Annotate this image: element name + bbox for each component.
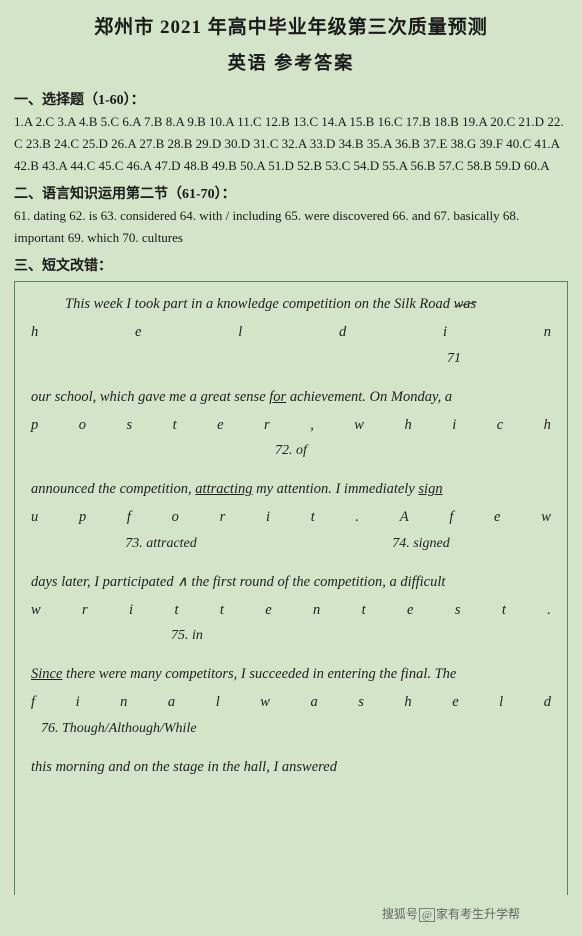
essay-spaced-row-1: heldin xyxy=(31,322,551,344)
essay-underline-since: Since xyxy=(31,666,62,682)
essay-line-6: this morning and on the stage in the hal… xyxy=(31,757,551,779)
essay-spaced-char: a xyxy=(168,692,175,714)
essay-spaced-char: f xyxy=(127,507,131,529)
essay-spaced-char: w xyxy=(354,415,364,437)
essay-spaced-char: f xyxy=(449,507,453,529)
essay-spaced-char: . xyxy=(547,600,551,622)
fill-blank-answers: 61. dating 62. is 63. considered 64. wit… xyxy=(14,205,568,249)
essay-spaced-char: d xyxy=(544,692,551,714)
essay-underline-sign: sign xyxy=(418,481,442,497)
essay-spaced-row-2: p o s t e r, w h i c h xyxy=(31,415,551,437)
essay-spaced-char: e xyxy=(494,507,500,529)
essay-text: achievement. On Monday, a xyxy=(286,389,452,405)
essay-spaced-char: d xyxy=(339,322,346,344)
essay-spaced-char: t xyxy=(220,600,224,622)
essay-spaced-char: p xyxy=(79,507,86,529)
essay-spaced-char: h xyxy=(404,415,411,437)
section-2-heading: 二、语言知识运用第二节（61-70）： xyxy=(14,183,568,203)
essay-text: announced the competition, xyxy=(31,481,195,497)
essay-text: This week I took part in a knowledge com… xyxy=(65,296,450,312)
essay-line-3: announced the competition, attracting my… xyxy=(31,479,551,501)
essay-spaced-char: s xyxy=(358,692,364,714)
essay-line-2: our school, which gave me a great sense … xyxy=(31,387,551,409)
essay-spaced-char: t xyxy=(362,600,366,622)
essay-spaced-char: l xyxy=(499,692,503,714)
essay-line-4: days later, I participated ∧ the first r… xyxy=(31,572,551,594)
essay-spaced-char: w xyxy=(31,600,41,622)
essay-spaced-char: h xyxy=(544,415,551,437)
essay-spaced-char: e xyxy=(407,600,413,622)
correction-72: 72. of xyxy=(31,440,551,461)
essay-spaced-char: s xyxy=(126,415,132,437)
essay-spaced-char: h xyxy=(31,322,38,344)
watermark-text-b: 家有考生升学帮 xyxy=(436,907,520,921)
essay-spaced-char: s xyxy=(455,600,461,622)
multiple-choice-answers: 1.A 2.C 3.A 4.B 5.C 6.A 7.B 8.A 9.B 10.A… xyxy=(14,111,568,177)
essay-spaced-char: p xyxy=(31,415,38,437)
essay-underline-attracting: attracting xyxy=(195,481,252,497)
section-1-heading: 一、选择题（1-60）： xyxy=(14,89,568,109)
essay-spaced-char: i xyxy=(452,415,456,437)
essay-spaced-row-4: w r i t t e n t e s t. xyxy=(31,600,551,622)
essay-spaced-char: l xyxy=(216,692,220,714)
essay-spaced-char: f xyxy=(31,692,35,714)
essay-spaced-char: o xyxy=(172,507,179,529)
correction-73: 73. attracted xyxy=(31,533,291,554)
essay-text: my attention. I immediately xyxy=(253,481,419,497)
essay-strikethrough: was xyxy=(454,296,477,312)
essay-spaced-char: h xyxy=(404,692,411,714)
essay-spaced-char: n xyxy=(544,322,551,344)
essay-spaced-char: , xyxy=(310,415,314,437)
essay-spaced-char: t xyxy=(174,600,178,622)
essay-spaced-row-5: finalwasheld xyxy=(31,692,551,714)
essay-spaced-char: w xyxy=(260,692,270,714)
essay-spaced-char: c xyxy=(497,415,503,437)
watermark-text-a: 搜狐号 xyxy=(382,907,418,921)
watermark: 搜狐号@家有考生升学帮 xyxy=(382,905,520,922)
essay-spaced-char: r xyxy=(264,415,270,437)
essay-spaced-char: a xyxy=(310,692,317,714)
essay-spaced-char: w xyxy=(541,507,551,529)
essay-line-1: This week I took part in a knowledge com… xyxy=(31,294,551,316)
essay-spaced-char: e xyxy=(265,600,271,622)
essay-spaced-char: e xyxy=(452,692,458,714)
essay-spaced-row-3: u p f o r i t. Af e w xyxy=(31,507,551,529)
essay-spaced-char: . xyxy=(355,507,359,529)
essay-spaced-char: r xyxy=(82,600,88,622)
essay-spaced-char: i xyxy=(443,322,447,344)
essay-spaced-char: t xyxy=(502,600,506,622)
essay-spaced-char: i xyxy=(76,692,80,714)
essay-spaced-char: r xyxy=(220,507,226,529)
essay-spaced-char: o xyxy=(79,415,86,437)
essay-spaced-char: i xyxy=(266,507,270,529)
essay-underline-for: for xyxy=(269,389,286,405)
section-3-heading: 三、短文改错： xyxy=(14,255,568,275)
page-title-line1: 郑州市 2021 年高中毕业年级第三次质量预测 xyxy=(14,12,568,39)
essay-spaced-char: t xyxy=(173,415,177,437)
correction-74: 74. signed xyxy=(291,533,551,554)
correction-76: 76. Though/Although/While xyxy=(31,718,551,739)
correction-75: 75. in xyxy=(31,625,551,646)
essay-spaced-char: n xyxy=(120,692,127,714)
essay-spaced-char: e xyxy=(217,415,223,437)
watermark-at-icon: @ xyxy=(419,908,435,922)
essay-line-5: Since there were many competitors, I suc… xyxy=(31,664,551,686)
essay-correction-box: This week I took part in a knowledge com… xyxy=(14,281,568,895)
correction-73-74: 73. attracted 74. signed xyxy=(31,533,551,554)
essay-spaced-char: u xyxy=(31,507,38,529)
essay-spaced-char: l xyxy=(238,322,242,344)
essay-text: our school, which gave me a great sense xyxy=(31,389,269,405)
essay-spaced-char: A xyxy=(400,507,409,529)
essay-spaced-char: i xyxy=(129,600,133,622)
correction-71: 71 xyxy=(31,348,551,369)
essay-spaced-char: t xyxy=(311,507,315,529)
page-title-line2: 英语 参考答案 xyxy=(14,49,568,75)
essay-spaced-char: n xyxy=(313,600,320,622)
essay-text: there were many competitors, I succeeded… xyxy=(62,666,456,682)
essay-spaced-char: e xyxy=(135,322,141,344)
